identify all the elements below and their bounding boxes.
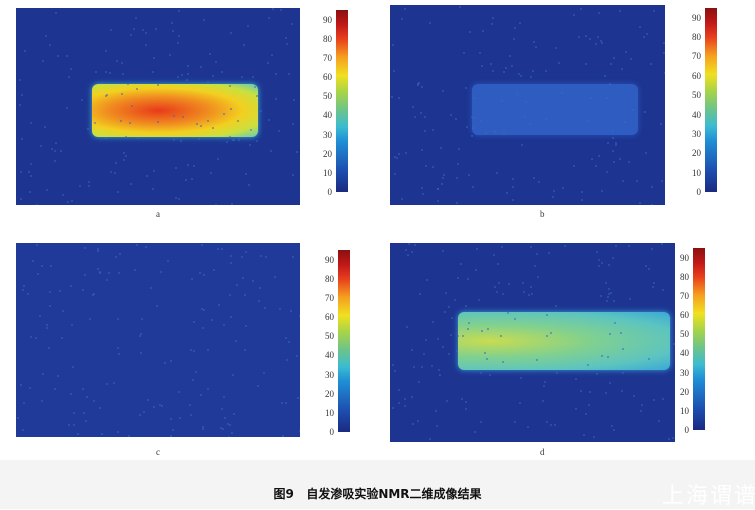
colorbar-tick-label: 90 — [323, 15, 332, 25]
colorbar-tick-label: 40 — [692, 110, 701, 120]
panel-label-c: c — [156, 447, 160, 457]
colorbar-tick-label: 0 — [697, 187, 702, 197]
colorbar-ticks-a: 0 10 20 30 40 50 60 70 80 90 — [308, 10, 332, 192]
nmr-image-c — [16, 243, 300, 437]
colorbar-tick-label: 0 — [330, 427, 335, 437]
colorbar-tick-label: 80 — [325, 274, 334, 284]
panel-label-a: a — [156, 209, 160, 219]
colorbar-tick-label: 70 — [692, 51, 701, 61]
colorbar-tick-label: 0 — [328, 187, 333, 197]
colorbar-tick-label: 70 — [680, 291, 689, 301]
colorbar-tick-label: 40 — [325, 350, 334, 360]
colorbar-c — [338, 250, 350, 432]
colorbar-tick-label: 90 — [692, 13, 701, 23]
sample-signal-d — [458, 312, 670, 370]
colorbar-tick-label: 40 — [323, 110, 332, 120]
colorbar-tick-label: 90 — [680, 253, 689, 263]
nmr-image-d — [390, 243, 675, 442]
colorbar-tick-label: 60 — [323, 72, 332, 82]
colorbar-d — [693, 248, 705, 430]
colorbar-tick-label: 50 — [692, 90, 701, 100]
colorbar-tick-label: 10 — [692, 168, 701, 178]
colorbar-tick-label: 50 — [323, 91, 332, 101]
colorbar-tick-label: 50 — [680, 329, 689, 339]
colorbar-ticks-b: 0 10 20 30 40 50 60 70 80 90 — [677, 8, 701, 192]
watermark: 上海谓谱 — [662, 478, 755, 510]
colorbar-tick-label: 90 — [325, 255, 334, 265]
colorbar-tick-label: 0 — [685, 425, 690, 435]
nmr-image-b — [390, 5, 665, 205]
colorbar-tick-label: 80 — [692, 32, 701, 42]
colorbar-tick-label: 80 — [680, 272, 689, 282]
colorbar-tick-label: 10 — [323, 168, 332, 178]
colorbar-tick-label: 70 — [325, 293, 334, 303]
colorbar-tick-label: 20 — [323, 149, 332, 159]
sample-signal-b — [472, 84, 638, 135]
colorbar-ticks-d: 0 10 20 30 40 50 60 70 80 90 — [665, 248, 689, 430]
colorbar-tick-label: 30 — [323, 130, 332, 140]
colorbar-a — [336, 10, 348, 192]
colorbar-tick-label: 60 — [680, 310, 689, 320]
colorbar-tick-label: 50 — [325, 331, 334, 341]
colorbar-tick-label: 40 — [680, 348, 689, 358]
colorbar-tick-label: 30 — [680, 368, 689, 378]
panel-label-b: b — [540, 209, 545, 219]
colorbar-tick-label: 20 — [325, 389, 334, 399]
colorbar-tick-label: 20 — [680, 387, 689, 397]
figure-caption: 图9 自发渗吸实验NMR二维成像结果 — [0, 485, 755, 502]
colorbar-tick-label: 60 — [325, 312, 334, 322]
colorbar-b — [705, 8, 717, 192]
colorbar-tick-label: 10 — [680, 406, 689, 416]
colorbar-tick-label: 30 — [692, 129, 701, 139]
colorbar-tick-label: 70 — [323, 53, 332, 63]
colorbar-tick-label: 80 — [323, 34, 332, 44]
sample-signal-a — [92, 84, 258, 137]
colorbar-tick-label: 10 — [325, 408, 334, 418]
colorbar-tick-label: 30 — [325, 370, 334, 380]
nmr-image-a — [16, 8, 300, 205]
colorbar-ticks-c: 0 10 20 30 40 50 60 70 80 90 — [310, 250, 334, 432]
colorbar-tick-label: 60 — [692, 71, 701, 81]
colorbar-tick-label: 20 — [692, 148, 701, 158]
panel-label-d: d — [540, 447, 545, 457]
